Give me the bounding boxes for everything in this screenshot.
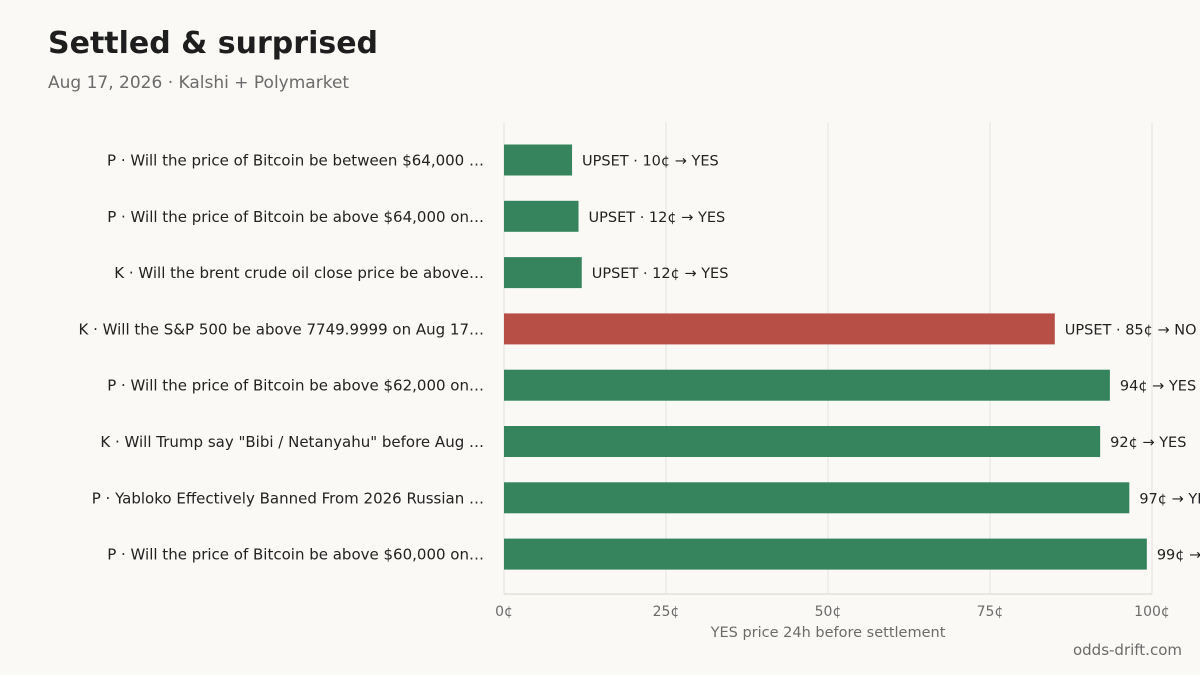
category-label: K · Will the S&P 500 be above 7749.9999 … (79, 320, 485, 338)
source-label: odds-drift.com (1072, 641, 1182, 659)
bar (504, 369, 1110, 401)
bar (504, 482, 1130, 514)
bar-value-label: UPSET · 12¢ → YES (589, 210, 726, 226)
bar (504, 144, 573, 176)
bar-value-label: UPSET · 12¢ → YES (592, 266, 729, 282)
bar-value-label: 99¢ → YES (1157, 548, 1200, 564)
x-tick-label: 100¢ (1134, 604, 1170, 620)
x-axis-label: YES price 24h before settlement (710, 625, 946, 641)
category-label: P · Yabloko Effectively Banned From 2026… (92, 489, 484, 507)
category-label: P · Will the price of Bitcoin be above $… (107, 546, 484, 564)
x-tick-label: 50¢ (815, 604, 842, 620)
category-label: P · Will the price of Bitcoin be above $… (107, 377, 484, 395)
x-tick-label: 75¢ (977, 604, 1004, 620)
bar (504, 538, 1147, 570)
page-subtitle: Aug 17, 2026 · Kalshi + Polymarket (48, 73, 350, 93)
bar-value-label: 97¢ → YES (1139, 491, 1200, 507)
bar (504, 426, 1101, 457)
bar-value-label: UPSET · 10¢ → YES (582, 154, 719, 170)
bar-value-label: 92¢ → YES (1110, 435, 1186, 451)
x-tick-label: 25¢ (653, 604, 680, 620)
category-label: P · Will the price of Bitcoin be between… (107, 152, 484, 170)
bar-value-label: 94¢ → YES (1120, 379, 1196, 395)
bar (504, 313, 1055, 345)
category-label: P · Will the price of Bitcoin be above $… (107, 208, 484, 226)
category-label: K · Will Trump say "Bibi / Netanyahu" be… (100, 433, 484, 451)
category-label: K · Will the brent crude oil close price… (114, 264, 484, 282)
bar (504, 257, 582, 289)
page-title: Settled & surprised (48, 26, 379, 61)
bar (504, 200, 579, 232)
x-tick-label: 0¢ (495, 604, 513, 620)
bar-value-label: UPSET · 85¢ → NO (1065, 322, 1197, 338)
